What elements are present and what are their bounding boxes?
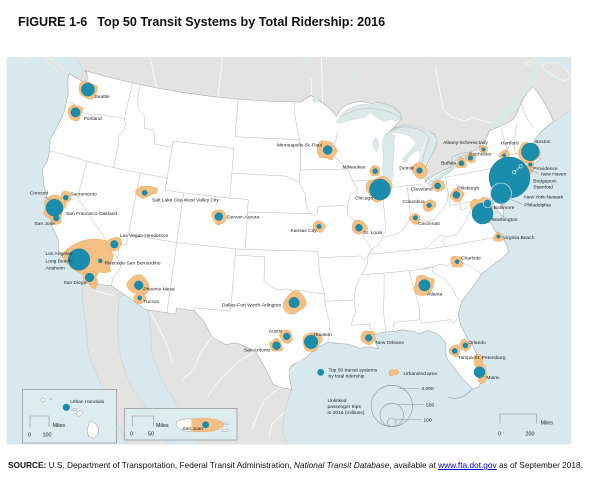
svg-text:Top 50 transit systems: Top 50 transit systems: [329, 367, 378, 373]
svg-text:St. Louis: St. Louis: [363, 230, 383, 236]
svg-text:Milwaukee: Milwaukee: [343, 164, 366, 170]
svg-text:Riverside-San Bernardino: Riverside-San Bernardino: [105, 261, 161, 267]
svg-text:Urban Honolulu: Urban Honolulu: [70, 399, 104, 405]
svg-text:Concord: Concord: [30, 190, 49, 196]
svg-text:Providence: Providence: [533, 166, 558, 172]
svg-text:San Juan: San Juan: [182, 426, 203, 432]
svg-text:Miami: Miami: [486, 375, 499, 381]
svg-text:Detroit: Detroit: [399, 166, 414, 172]
svg-text:Unlinked: Unlinked: [328, 398, 347, 404]
svg-text:Bridgeport-: Bridgeport-: [533, 178, 558, 184]
svg-text:Houston: Houston: [314, 332, 332, 338]
svg-text:Buffalo: Buffalo: [441, 161, 456, 167]
svg-text:San Francisco-Oakland: San Francisco-Oakland: [66, 211, 117, 217]
svg-text:Los Angeles-: Los Angeles-: [46, 251, 75, 257]
svg-text:Austin: Austin: [269, 328, 283, 334]
svg-text:Rochester: Rochester: [469, 152, 492, 158]
svg-text:in 2016 (millions): in 2016 (millions): [328, 410, 365, 416]
svg-text:Stamford: Stamford: [533, 185, 553, 191]
svg-text:Chicago: Chicago: [355, 196, 373, 202]
svg-text:Kansas City: Kansas City: [291, 228, 318, 234]
svg-text:Miles: Miles: [541, 421, 554, 427]
svg-text:Columbus: Columbus: [403, 199, 426, 205]
svg-text:by total ridership: by total ridership: [329, 373, 365, 379]
svg-text:50: 50: [148, 432, 154, 438]
svg-text:Philadelphia: Philadelphia: [524, 203, 551, 209]
svg-text:Miles: Miles: [53, 423, 66, 429]
svg-text:San Antonio: San Antonio: [244, 348, 271, 354]
svg-text:New Orleans: New Orleans: [376, 340, 405, 346]
svg-text:Cleveland: Cleveland: [411, 187, 433, 193]
svg-text:Pittsburgh: Pittsburgh: [457, 186, 479, 192]
svg-text:Sacramento: Sacramento: [70, 191, 97, 197]
svg-text:San Jose: San Jose: [34, 221, 55, 227]
svg-text:Hartford: Hartford: [501, 141, 519, 147]
svg-text:500: 500: [426, 403, 434, 409]
svg-text:Baltimore: Baltimore: [494, 205, 515, 211]
svg-text:Tampa-St. Petersburg: Tampa-St. Petersburg: [458, 355, 506, 361]
svg-text:New Haven: New Haven: [541, 172, 567, 178]
svg-text:100: 100: [43, 433, 52, 439]
svg-text:Virginia Beach: Virginia Beach: [503, 235, 535, 241]
svg-text:San Diego: San Diego: [64, 280, 87, 286]
svg-text:Denver-Aurora: Denver-Aurora: [227, 214, 259, 220]
svg-text:Phoenix-Mesa: Phoenix-Mesa: [143, 287, 175, 293]
svg-text:0: 0: [28, 433, 31, 439]
svg-text:Miles: Miles: [156, 423, 169, 429]
svg-text:Dallas-Fort Worth-Arlington: Dallas-Fort Worth-Arlington: [222, 303, 281, 309]
svg-text:Orlando: Orlando: [468, 340, 486, 346]
svg-text:Anaheim: Anaheim: [46, 266, 65, 272]
svg-text:Cincinnati: Cincinnati: [418, 221, 439, 227]
svg-text:Minneapolis-St. Paul: Minneapolis-St. Paul: [277, 143, 322, 149]
svg-text:Albany-Schenectady: Albany-Schenectady: [443, 140, 488, 146]
svg-text:200: 200: [526, 432, 535, 438]
svg-text:Las Vegas-Henderson: Las Vegas-Henderson: [120, 233, 169, 239]
svg-text:Urbanized area: Urbanized area: [404, 371, 438, 377]
svg-text:Atlanta: Atlanta: [427, 291, 443, 297]
svg-text:4,000: 4,000: [422, 386, 435, 392]
svg-text:Charlotte: Charlotte: [461, 255, 481, 261]
svg-text:0: 0: [498, 432, 501, 438]
svg-text:100: 100: [424, 418, 432, 424]
svg-text:Portland: Portland: [84, 116, 102, 122]
svg-text:Seattle: Seattle: [95, 94, 111, 100]
svg-text:passenger trips: passenger trips: [328, 404, 362, 410]
svg-text:Boston: Boston: [535, 139, 551, 145]
svg-text:New York-Newark: New York-Newark: [524, 195, 563, 201]
svg-text:0: 0: [130, 432, 133, 438]
svg-text:Salt Lake City-West Valley Cit: Salt Lake City-West Valley City: [152, 198, 220, 204]
svg-text:Long Beach-: Long Beach-: [46, 258, 74, 264]
svg-text:Washington: Washington: [492, 217, 518, 223]
svg-text:Tucson: Tucson: [143, 299, 159, 305]
